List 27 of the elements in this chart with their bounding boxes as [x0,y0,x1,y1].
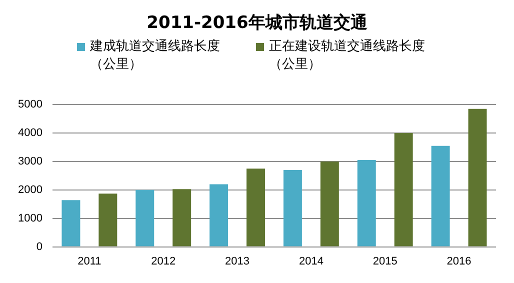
bar [394,133,413,246]
y-tick-label: 2000 [18,184,42,196]
bar [136,190,154,246]
x-tick-label: 2011 [78,255,102,268]
y-tick-label: 1000 [18,212,42,224]
x-tick-label: 2014 [298,255,324,268]
bar [172,189,192,246]
bar [210,184,228,246]
bar [246,168,265,246]
legend-label: 正在建设轨道交通线路长度（公里） [269,38,426,74]
y-tick-label: 3000 [18,156,42,168]
y-tick-label: 4000 [18,127,42,140]
bar [320,161,339,246]
bar [357,160,376,246]
chart-title: 2011-2016年城市轨道交通 [146,12,368,35]
bar [431,146,450,246]
x-tick-label: 2013 [225,255,250,268]
bar [468,108,487,246]
x-tick-label: 2012 [151,255,176,268]
bar [283,170,302,246]
y-tick-label: 0 [36,240,42,253]
y-tick-label: 5000 [18,98,42,111]
legend-label: 建成轨道交通线路长度（公里） [90,38,221,74]
x-tick-label: 2015 [372,255,398,268]
bar [98,194,118,246]
x-tick-label: 2016 [446,255,472,268]
bar [62,200,80,246]
